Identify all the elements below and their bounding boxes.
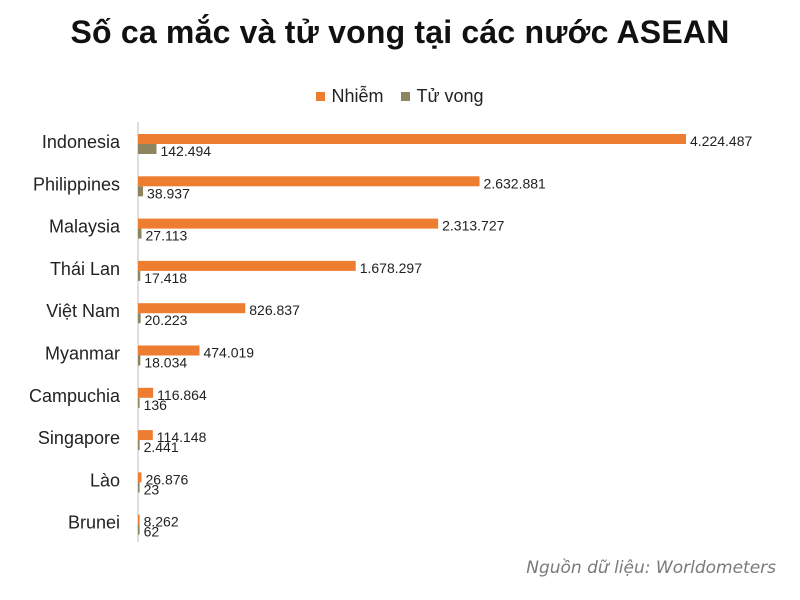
data-label-infected: 4.224.487 — [690, 133, 752, 149]
bar-deaths — [138, 397, 140, 408]
data-label-infected: 2.632.881 — [484, 175, 546, 191]
bar-deaths — [138, 144, 157, 154]
bar-deaths — [138, 440, 140, 451]
bar-deaths — [138, 228, 142, 239]
data-label-deaths: 2.441 — [144, 439, 179, 455]
bar-deaths — [138, 270, 141, 281]
data-label-infected: 474.019 — [203, 345, 254, 361]
category-label: Indonesia — [42, 132, 121, 152]
legend-label-deaths: Tử vong — [416, 86, 484, 106]
legend-item-deaths: Tử vong — [401, 86, 484, 107]
data-label-deaths: 20.223 — [145, 312, 188, 328]
bar-infected — [138, 387, 154, 398]
data-label-deaths: 23 — [144, 481, 160, 497]
category-label: Thái Lan — [50, 259, 120, 279]
category-label: Singapore — [38, 428, 120, 448]
data-label-infected: 114.148 — [157, 429, 207, 445]
legend-label-infected: Nhiễm — [331, 86, 384, 106]
bar-deaths — [138, 482, 140, 493]
data-label-infected: 116.864 — [157, 387, 207, 403]
bar-deaths — [138, 186, 144, 197]
bar-infected — [138, 514, 140, 525]
category-label: Philippines — [33, 174, 120, 194]
bar-deaths — [138, 313, 141, 324]
data-label-deaths: 38.937 — [147, 185, 190, 201]
bar-infected — [138, 472, 142, 483]
data-label-infected: 2.313.727 — [442, 218, 504, 234]
legend-swatch-infected — [316, 92, 326, 101]
category-label: Lào — [90, 470, 120, 490]
chart-legend: Nhiễm Tử vong — [0, 86, 800, 107]
data-source-note: Nguồn dữ liệu: Worldometers — [526, 558, 776, 578]
data-label-infected: 826.837 — [249, 302, 300, 318]
category-label: Malaysia — [49, 217, 121, 237]
legend-item-infected: Nhiễm — [316, 86, 383, 107]
bar-infected — [138, 260, 356, 271]
bar-infected — [138, 176, 480, 187]
data-label-deaths: 17.418 — [144, 270, 187, 286]
data-label-deaths: 142.494 — [160, 143, 211, 159]
bar-infected — [138, 345, 200, 356]
bar-infected — [138, 303, 246, 314]
data-label-infected: 26.876 — [145, 471, 188, 487]
data-label-infected: 8.262 — [144, 514, 179, 530]
category-label: Myanmar — [45, 344, 120, 364]
data-label-deaths: 136 — [144, 397, 168, 413]
data-label-deaths: 18.034 — [144, 355, 187, 371]
category-label: Việt Nam — [46, 301, 120, 321]
bar-infected — [138, 430, 153, 441]
bar-deaths — [138, 355, 141, 366]
legend-swatch-deaths — [401, 92, 411, 101]
data-label-deaths: 27.113 — [146, 228, 188, 244]
bar-infected — [138, 218, 439, 229]
bar-deaths — [138, 524, 140, 535]
chart-title: Số ca mắc và tử vong tại các nước ASEAN — [70, 14, 730, 50]
data-label-deaths: 62 — [144, 524, 160, 540]
category-label: Campuchia — [29, 386, 121, 406]
bar-infected — [138, 134, 686, 144]
data-label-infected: 1.678.297 — [360, 260, 422, 276]
category-label: Brunei — [68, 513, 120, 533]
